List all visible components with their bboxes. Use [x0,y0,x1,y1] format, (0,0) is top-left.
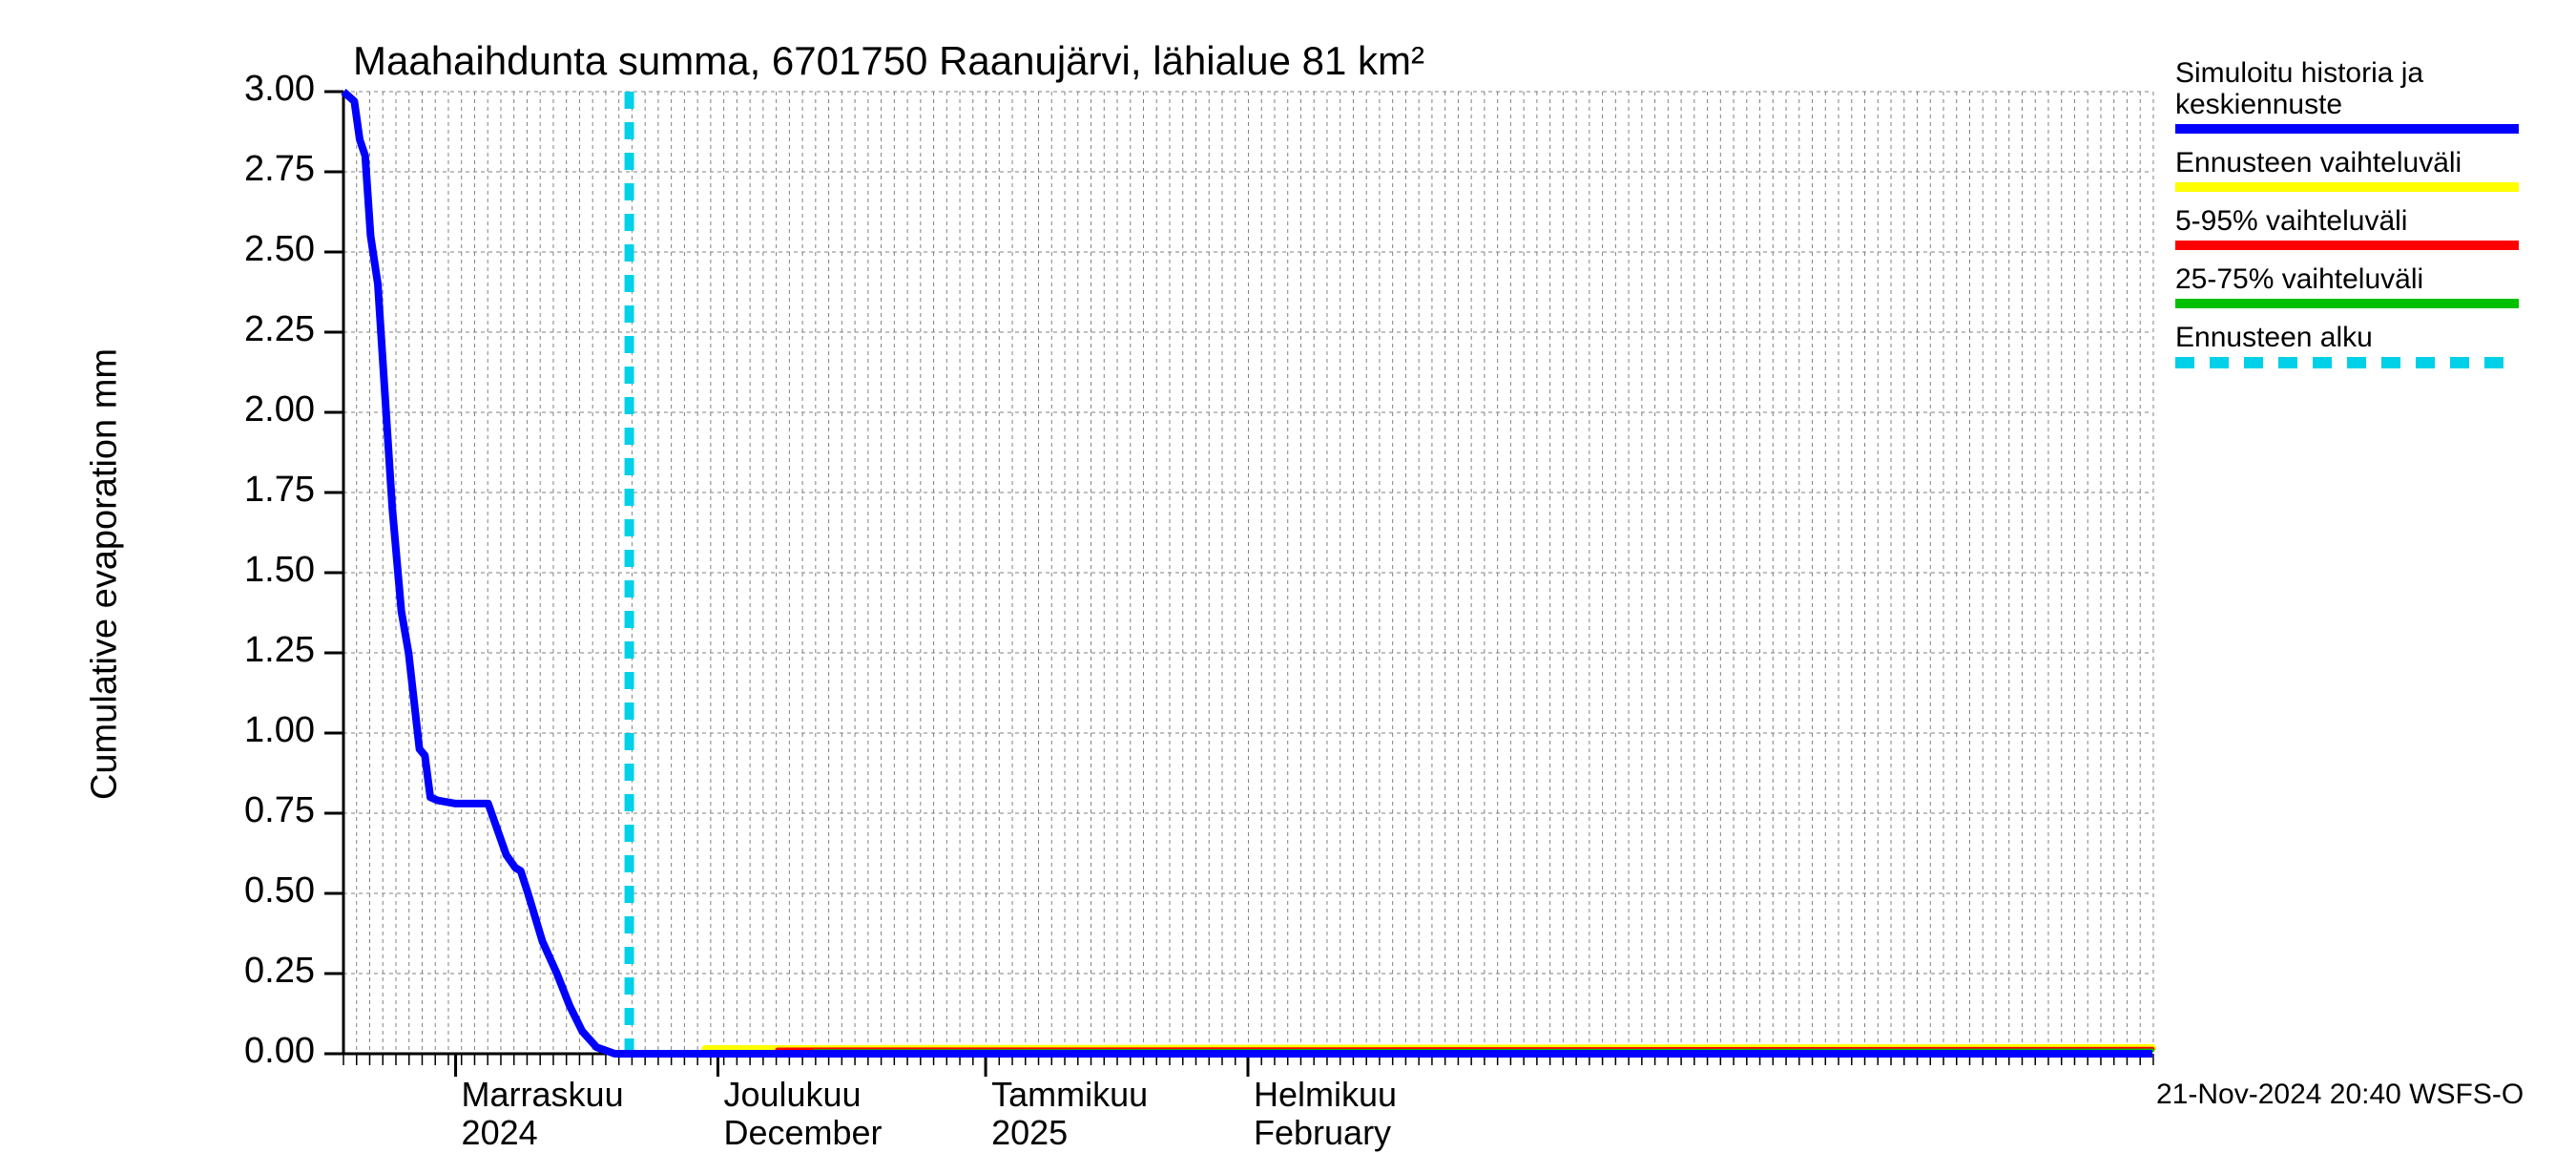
x-tick-label-bottom: February [1254,1113,1391,1153]
x-tick-label-bottom: December [723,1113,882,1153]
legend-label: 5-95% vaihteluväli [2175,205,2519,237]
y-tick-label: 2.75 [181,149,315,190]
legend-item: Ennusteen alku [2175,322,2519,368]
y-tick-label: 1.25 [181,630,315,671]
x-tick-label-top: Tammikuu [991,1075,1148,1115]
x-tick-label-top: Marraskuu [462,1075,624,1115]
legend-item: Ennusteen vaihteluväli [2175,147,2519,192]
x-tick-label-top: Joulukuu [723,1075,861,1115]
y-tick-label: 2.50 [181,229,315,270]
legend-label: Simuloitu historia jakeskiennuste [2175,57,2519,120]
x-tick-label-top: Helmikuu [1254,1075,1397,1115]
legend: Simuloitu historia jakeskiennuste Ennuste… [2175,57,2519,382]
y-tick-label: 2.00 [181,389,315,430]
chart-container: Maahaihdunta summa, 6701750 Raanujärvi, … [0,0,2576,1145]
y-tick-label: 0.00 [181,1031,315,1072]
footer-timestamp: 21-Nov-2024 20:40 WSFS-O [2156,1079,2524,1111]
y-tick-label: 3.00 [181,69,315,110]
y-tick-label: 1.75 [181,470,315,511]
x-tick-label-bottom: 2024 [462,1113,538,1153]
legend-label: Ennusteen alku [2175,322,2519,353]
legend-label: 25-75% vaihteluväli [2175,263,2519,295]
legend-item: 25-75% vaihteluväli [2175,263,2519,308]
legend-label: Ennusteen vaihteluväli [2175,147,2519,178]
legend-swatch [2175,182,2519,192]
y-tick-label: 1.50 [181,550,315,591]
y-tick-label: 1.00 [181,710,315,751]
y-tick-label: 0.25 [181,951,315,992]
x-tick-label-bottom: 2025 [991,1113,1068,1153]
y-tick-label: 0.50 [181,870,315,912]
legend-item: Simuloitu historia jakeskiennuste [2175,57,2519,134]
legend-swatch [2175,357,2519,368]
y-tick-label: 2.25 [181,309,315,350]
legend-swatch [2175,124,2519,134]
legend-item: 5-95% vaihteluväli [2175,205,2519,250]
legend-swatch [2175,241,2519,250]
y-tick-label: 0.75 [181,790,315,831]
legend-swatch [2175,299,2519,308]
